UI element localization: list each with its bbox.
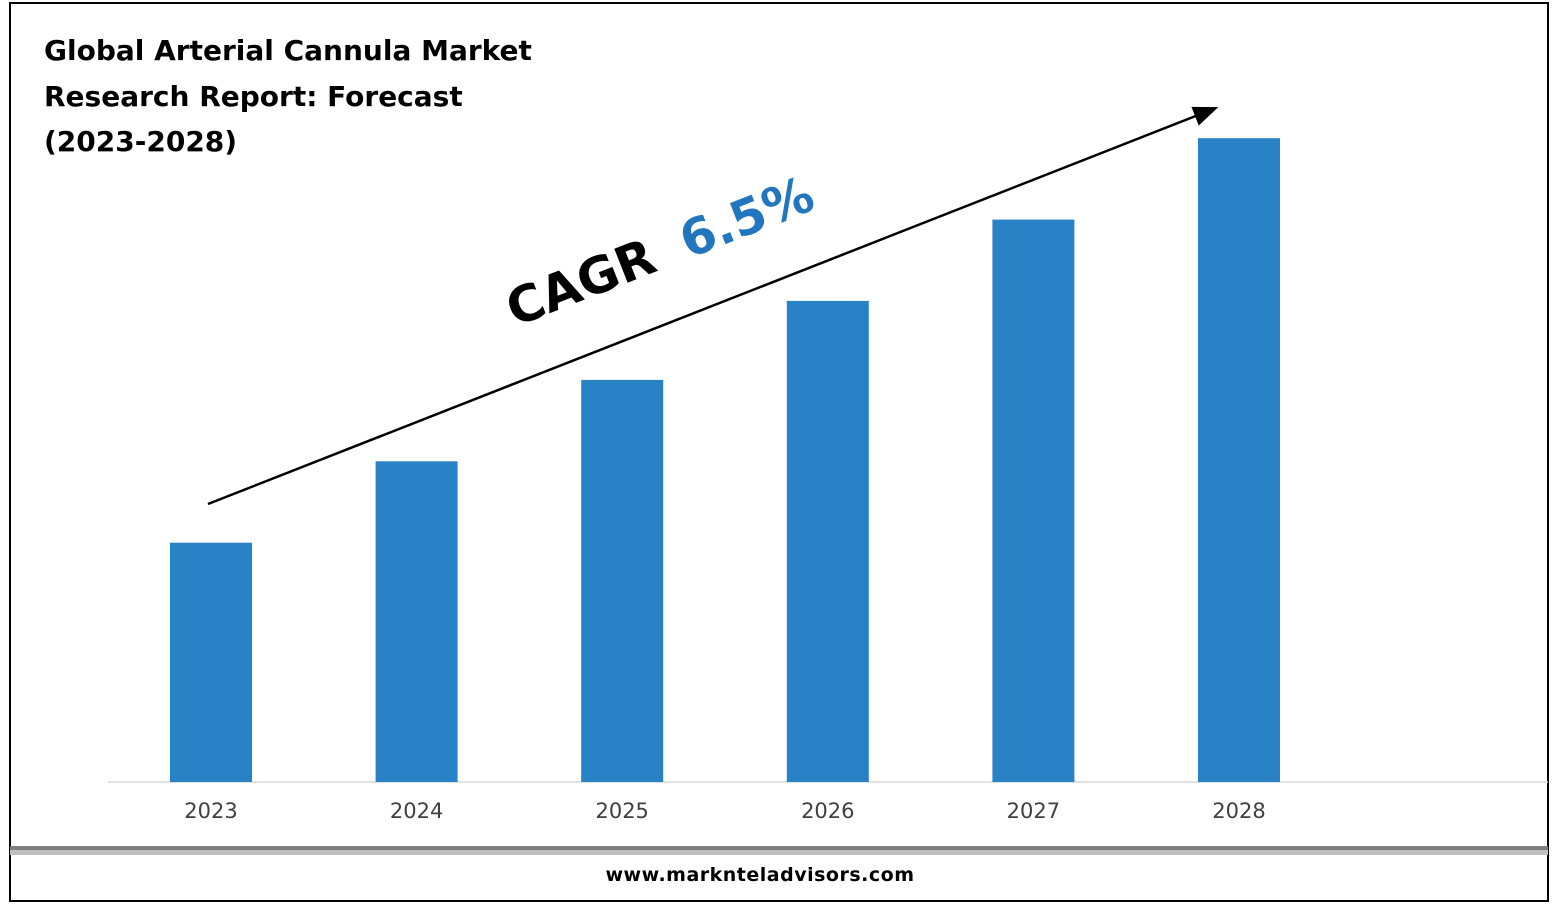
x-tick-label-2028: 2028	[1212, 799, 1265, 823]
bars-group	[170, 138, 1280, 783]
x-tick-label-2024: 2024	[390, 799, 443, 823]
x-tick-label-2026: 2026	[801, 799, 854, 823]
bar-2028	[1198, 138, 1280, 782]
footer-website: www.marknteladvisors.com	[605, 864, 915, 886]
footer-separator	[10, 846, 1548, 850]
bar-2023	[170, 542, 252, 782]
x-tick-label-2025: 2025	[595, 799, 648, 823]
bar-2027	[992, 219, 1075, 783]
bar-2026	[786, 300, 869, 782]
x-tick-labels: 2023 2024 2025 2026 2027 2028	[184, 799, 1265, 823]
cagr-value: 6.5%	[672, 165, 822, 270]
x-tick-label-2023: 2023	[184, 799, 237, 823]
chart-title-line-2: Research Report: Forecast	[44, 80, 463, 113]
bar-2025	[581, 379, 664, 782]
cagr-trend-arrow	[207, 106, 1219, 506]
outer-border	[9, 2, 1549, 902]
cagr-label: CAGR	[498, 227, 663, 338]
chart-title-line-1: Global Arterial Cannula Market	[44, 34, 532, 67]
x-tick-label-2027: 2027	[1007, 799, 1060, 823]
footer-separator-shadow	[10, 849, 1548, 855]
chart-title-line-3: (2023-2028)	[44, 125, 238, 158]
cagr-annotation: CAGR 6.5%	[498, 165, 822, 338]
bar-2024	[375, 461, 458, 782]
